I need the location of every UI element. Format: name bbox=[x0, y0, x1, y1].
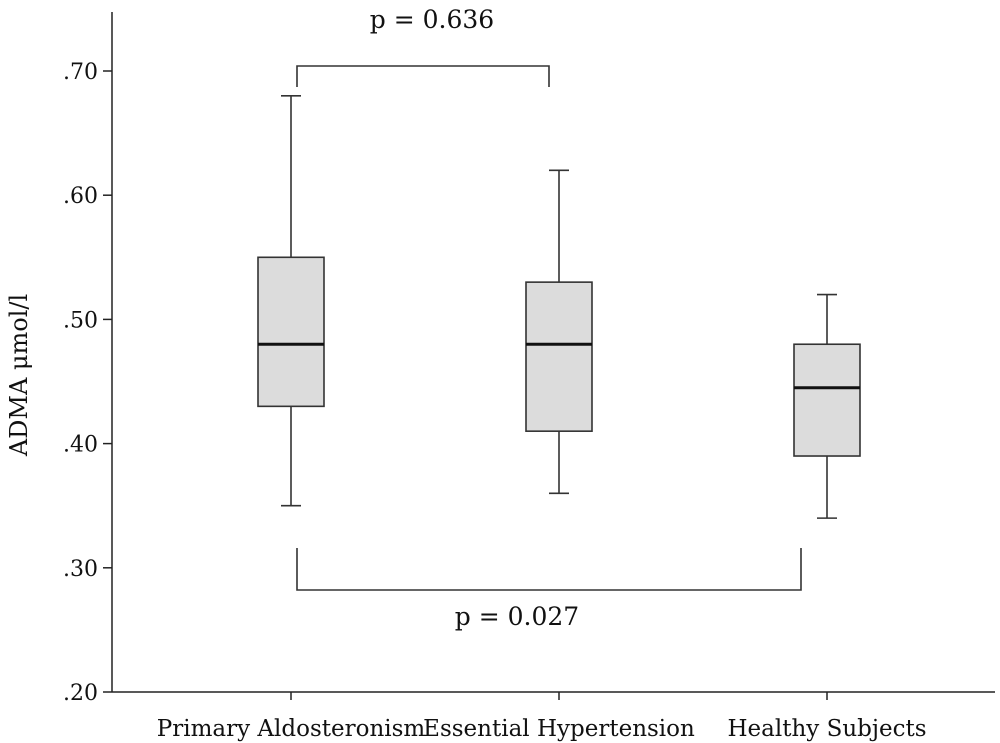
x-category-label: Primary Aldosteronism bbox=[157, 716, 426, 742]
p-value-label: p = 0.027 bbox=[455, 602, 579, 631]
x-category-label: Essential Hypertension bbox=[423, 716, 695, 742]
bracket-line bbox=[296, 65, 550, 87]
box-group bbox=[525, 169, 593, 495]
box-group bbox=[793, 293, 861, 519]
y-axis-label: ADMA μmol/l bbox=[5, 294, 33, 457]
iqr-box bbox=[793, 343, 861, 457]
comparison-bracket: p = 0.636 bbox=[296, 5, 550, 87]
bracket-line bbox=[296, 548, 802, 591]
y-tick-label: .60 bbox=[63, 184, 98, 209]
y-tick-label: .50 bbox=[63, 308, 98, 333]
iqr-box bbox=[257, 256, 325, 408]
boxes bbox=[257, 95, 861, 519]
axes: .20 .30 .40 .50 .60 .70 Primary AldosteronismE… bbox=[63, 12, 995, 742]
box-group bbox=[257, 95, 325, 507]
comparison-bracket: p = 0.027 bbox=[296, 548, 802, 631]
y-tick-label: .20 bbox=[63, 681, 98, 706]
y-tick-label: .40 bbox=[63, 433, 98, 458]
y-tick-label: .70 bbox=[63, 60, 98, 85]
y-tick-label: .30 bbox=[63, 557, 98, 582]
comparison-brackets: p = 0.636 p = 0.027 bbox=[296, 5, 802, 631]
p-value-label: p = 0.636 bbox=[370, 5, 494, 34]
x-category-label: Healthy Subjects bbox=[727, 716, 926, 742]
iqr-box bbox=[525, 281, 593, 432]
